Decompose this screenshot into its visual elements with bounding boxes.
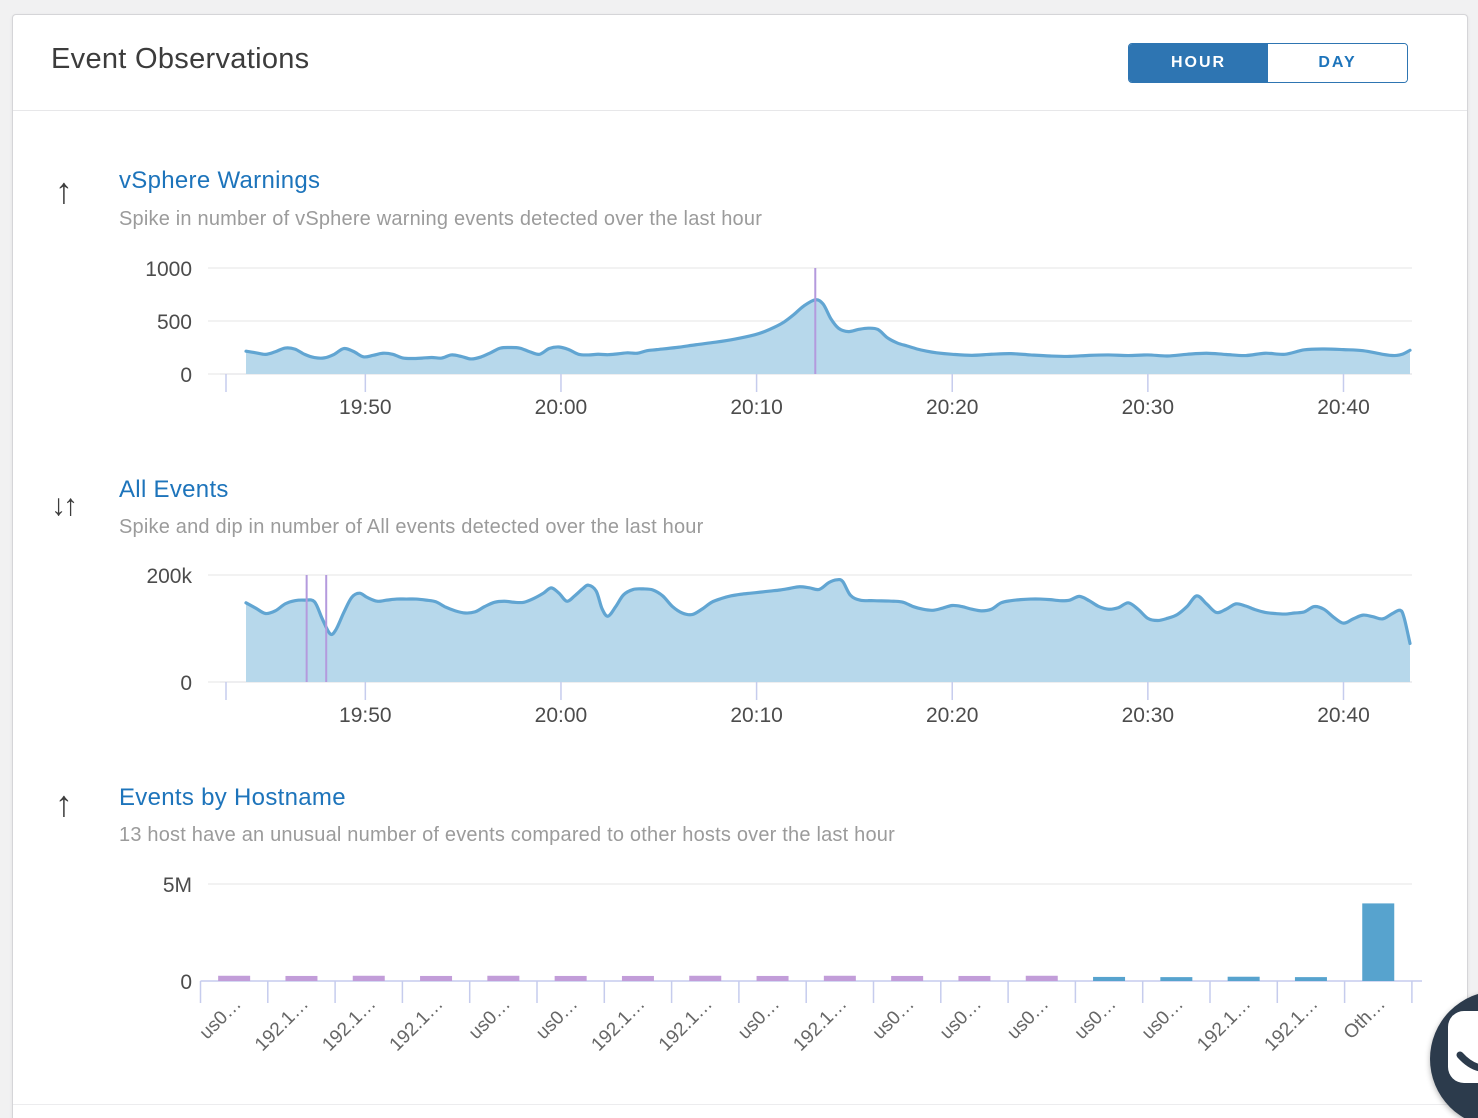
event-observations-card: Event Observations HOUR DAY ↑ vSphere Wa… <box>12 14 1468 1118</box>
time-range-toggle: HOUR DAY <box>1128 43 1408 83</box>
spike-dip-arrows-icon: ↓↑ <box>51 489 78 522</box>
page-title: Event Observations <box>51 43 310 75</box>
section-subtitle-events-by-hostname: 13 host have an unusual number of events… <box>119 824 895 846</box>
section-link-events-by-hostname[interactable]: Events by Hostname <box>119 784 346 811</box>
section-subtitle-vsphere-warnings: Spike in number of vSphere warning event… <box>119 208 763 230</box>
chat-bubble-smile-icon <box>1448 1011 1478 1083</box>
divider <box>13 1104 1467 1105</box>
section-link-all-events[interactable]: All Events <box>119 476 229 503</box>
spike-up-arrow-icon: ↑ <box>55 170 73 211</box>
feedback-chat-button[interactable] <box>1430 991 1478 1118</box>
section-link-vsphere-warnings[interactable]: vSphere Warnings <box>119 167 321 194</box>
section-subtitle-all-events: Spike and dip in number of All events de… <box>119 516 704 538</box>
day-toggle-button[interactable]: DAY <box>1268 44 1407 82</box>
spike-up-arrow-icon: ↑ <box>55 783 73 824</box>
hour-toggle-button[interactable]: HOUR <box>1129 44 1268 82</box>
card-header: Event Observations HOUR DAY <box>13 15 1467 111</box>
